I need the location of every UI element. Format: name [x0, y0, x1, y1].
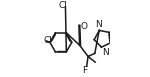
Text: Cl: Cl	[59, 1, 68, 10]
Text: N: N	[102, 48, 108, 57]
Text: N: N	[95, 20, 102, 29]
Text: F: F	[82, 66, 87, 75]
Text: O: O	[81, 22, 88, 31]
Text: Cl: Cl	[44, 36, 52, 45]
